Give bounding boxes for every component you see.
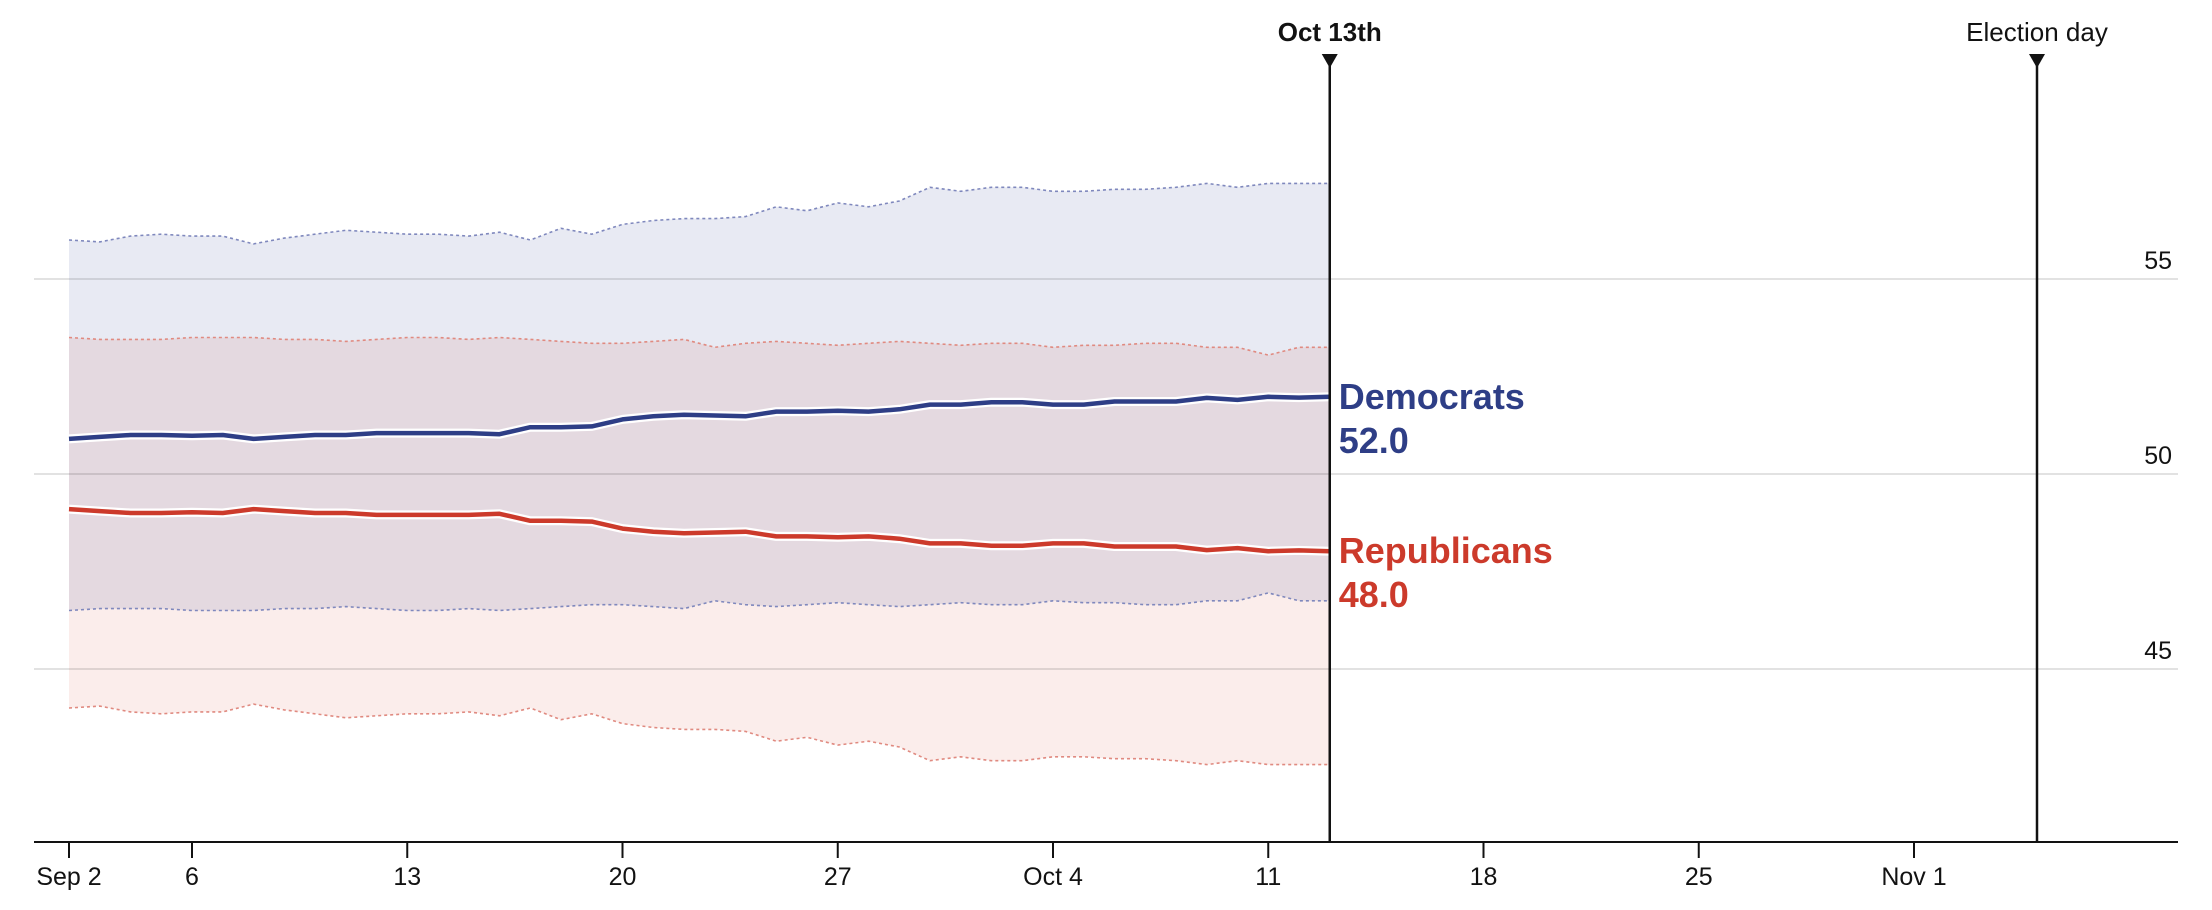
y-tick-label: 45 [2144,637,2172,665]
marker-arrow [1321,54,1338,68]
series-value-label: 52.0 [1339,420,1409,461]
x-tick-label: 6 [185,863,199,891]
democrats-lower-bound [68,592,1330,612]
series-value-label: 48.0 [1339,574,1409,615]
x-tick-label: 20 [609,863,637,891]
marker-arrow [2029,54,2045,68]
republicans-line [68,506,1330,554]
y-tick-label: 50 [2144,442,2172,470]
x-tick-label: 18 [1470,863,1498,891]
x-tick-label: Nov 1 [1881,863,1946,891]
y-tick-label: 55 [2144,247,2172,275]
marker-label: Oct 13th [1278,17,1382,47]
x-tick-label: 13 [393,863,421,891]
x-tick-label: 11 [1255,863,1281,891]
series-name-label: Republicans [1339,530,1553,571]
x-tick-label: 25 [1685,863,1713,891]
democrats-upper-bound [68,182,1330,245]
republicans-upper-bound [68,336,1330,356]
x-tick-label: Oct 4 [1023,863,1083,891]
republicans-lower-bound [68,703,1330,766]
series-name-label: Democrats [1339,376,1525,417]
democrats-uncertainty-band [69,183,1330,611]
x-tick-label: Sep 2 [36,863,101,891]
democrats-line [68,394,1330,442]
x-tick-label: 27 [824,863,852,891]
marker-label: Election day [1966,17,2108,47]
